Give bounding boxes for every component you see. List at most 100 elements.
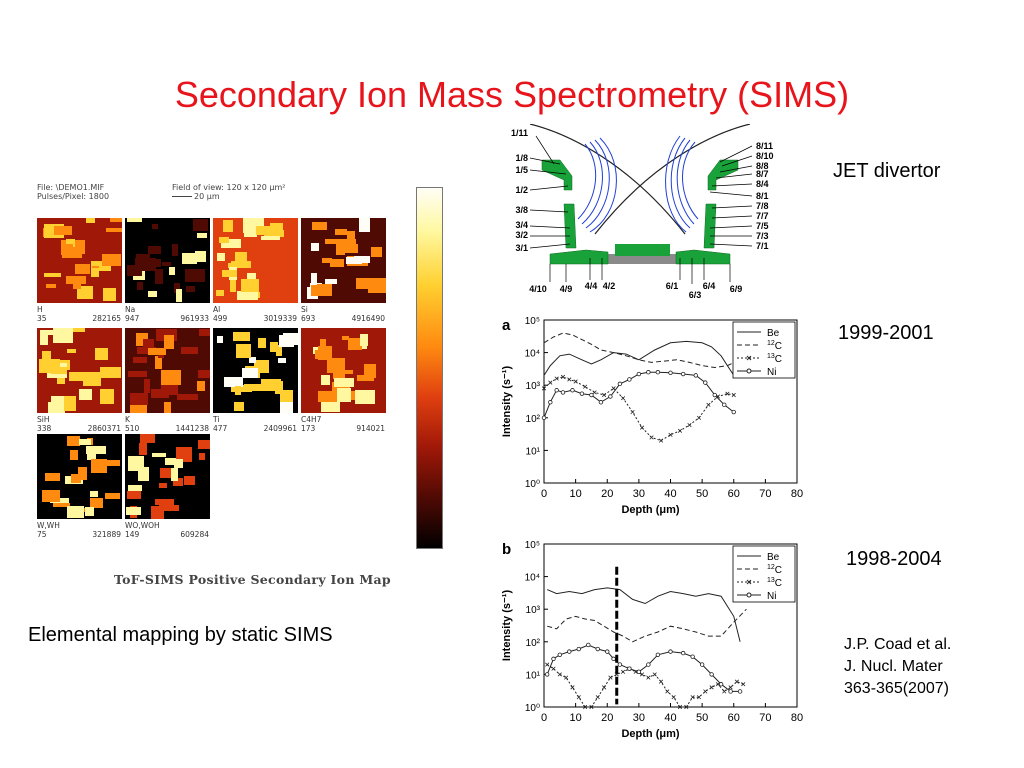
y-tick-label: 10¹ <box>526 446 541 457</box>
y-tick-label: 10² <box>526 414 541 425</box>
series-line-ni <box>543 371 735 418</box>
citation-journal: J. Nucl. Mater <box>844 658 943 675</box>
data-point-13c <box>602 685 607 690</box>
data-point-13c <box>715 682 721 687</box>
data-point-ni <box>655 652 661 657</box>
ion-map-tile-label: SiH 338 2860371 <box>37 415 121 433</box>
legend-marker <box>746 368 752 374</box>
y-axis-label: Intensity (s⁻¹) <box>501 366 513 438</box>
legend-box <box>732 321 796 379</box>
legend-label: Ni <box>767 367 776 378</box>
data-point-ni <box>722 402 727 408</box>
x-tick-label: 50 <box>696 712 708 724</box>
divertor-tile-label: 1/8 <box>515 153 528 163</box>
divertor-tile-label: 4/9 <box>560 284 573 294</box>
color-scale-bar <box>416 187 443 549</box>
divertor-tile-label: 1/11 <box>511 128 528 138</box>
data-point-ni <box>608 394 613 399</box>
depth-profile-chart-b: b 0 10 20 30 40 50 60 70 80 10⁰ 10¹ 10² 10³ 10⁴ 10⁵ Dept… <box>501 540 803 740</box>
ion-map-tile <box>37 218 122 303</box>
ion-map-tile <box>213 218 298 303</box>
ion-counts: 510 1441238 <box>125 424 209 433</box>
ion-map-grid: H 35 282165 Na 947 961933 Al 499 3019339 Si 693 491… <box>0 0 420 600</box>
data-point-13c <box>696 415 702 420</box>
data-point-ni <box>548 400 553 405</box>
ion-map-tile <box>213 328 298 413</box>
data-point-ni <box>541 415 547 420</box>
data-point-ni <box>718 682 724 687</box>
divertor-tile-label: 1/2 <box>515 185 528 195</box>
citation-authors: J.P. Coad et al. <box>844 636 952 653</box>
x-tick-label: 60 <box>728 488 740 500</box>
data-point-ni <box>731 409 736 415</box>
divertor-tile-3 <box>563 203 577 249</box>
data-point-ni <box>595 646 600 652</box>
divertor-tile-4 <box>549 249 609 265</box>
legend-label: Be <box>767 552 780 563</box>
y-tick-label: 10⁴ <box>525 573 540 584</box>
data-point-13c <box>620 396 626 401</box>
data-point-ni <box>560 390 566 395</box>
data-point-13c <box>677 428 683 433</box>
data-point-ni <box>570 388 575 393</box>
ion-counts: 693 4916490 <box>301 314 385 323</box>
data-point-13c <box>557 672 562 677</box>
legend-label: 12C <box>767 564 782 576</box>
x-tick-label: 20 <box>601 488 613 500</box>
ion-species: K <box>125 415 130 424</box>
ion-counts: 35 282165 <box>37 314 121 323</box>
divertor-tile-label: 4/2 <box>603 281 616 291</box>
data-point-13c <box>545 662 550 667</box>
divertor-tile-label: 1/5 <box>515 165 528 175</box>
divertor-tile-label: 6/4 <box>703 281 716 291</box>
data-point-ni <box>668 649 673 654</box>
data-point-ni <box>579 391 585 396</box>
divertor-tile-6 <box>675 249 731 265</box>
legend-label: 13C <box>767 353 782 365</box>
divertor-center-tile <box>615 244 670 256</box>
data-point-ni <box>605 649 610 654</box>
x-tick-label: 10 <box>570 488 582 500</box>
legend-box <box>732 545 796 603</box>
data-point-13c <box>639 672 645 677</box>
data-point-ni <box>636 371 642 377</box>
x-tick-label: 10 <box>570 712 582 724</box>
ion-species: Ti <box>213 415 220 424</box>
divertor-tile-label: 7/5 <box>756 221 769 231</box>
data-point-ni <box>709 672 714 677</box>
divertor-tile-label: 6/9 <box>730 284 743 294</box>
slide-title: Secondary Ion Mass Spectrometry (SIMS) <box>174 74 850 115</box>
series-line-ni <box>546 644 741 692</box>
caption-elemental-mapping: Elemental mapping by static SIMS <box>28 624 333 646</box>
data-point-ni <box>611 656 616 662</box>
data-point-ni <box>728 689 733 694</box>
data-point-13c <box>608 675 613 680</box>
divertor-tile-7 <box>703 203 717 249</box>
ion-map-tile <box>37 328 122 413</box>
y-tick-label: 10⁵ <box>525 540 540 551</box>
ion-species: Na <box>125 305 136 314</box>
x-tick-label: 0 <box>541 488 547 500</box>
divertor-left-labels: 1/11 1/8 1/5 1/2 3/8 3/43/2 3/1 <box>511 128 528 253</box>
ion-map-tile-label: H 35 282165 <box>37 305 121 323</box>
x-tick-label: 70 <box>759 712 771 724</box>
ionmap-fov: Field of view: 120 x 120 μm² <box>172 183 286 192</box>
ion-species: Si <box>301 305 308 314</box>
divertor-tile-label: 3/1 <box>515 243 528 253</box>
data-point-ni <box>551 656 556 662</box>
series-line-13c <box>546 664 744 708</box>
divertor-tile-label: 7/8 <box>756 201 769 211</box>
ion-map-tile-label: WO,WOH 149 609284 <box>125 521 209 539</box>
data-point-13c <box>646 675 651 680</box>
data-point-ni <box>655 370 661 375</box>
y-tick-label: 10⁵ <box>525 316 540 327</box>
data-point-ni <box>693 373 698 378</box>
ion-map-tile-label: Si 693 4916490 <box>301 305 385 323</box>
ionmap-scalebar: 20 μm <box>172 192 285 201</box>
data-point-13c <box>734 679 739 684</box>
divertor-tile-label: 7/3 <box>756 231 769 241</box>
data-point-ni <box>598 400 604 405</box>
ion-map-tile-label: Ti 477 2409961 <box>213 415 297 433</box>
divertor-tile-label: 8/10 <box>756 151 774 161</box>
data-point-ni <box>636 669 642 675</box>
